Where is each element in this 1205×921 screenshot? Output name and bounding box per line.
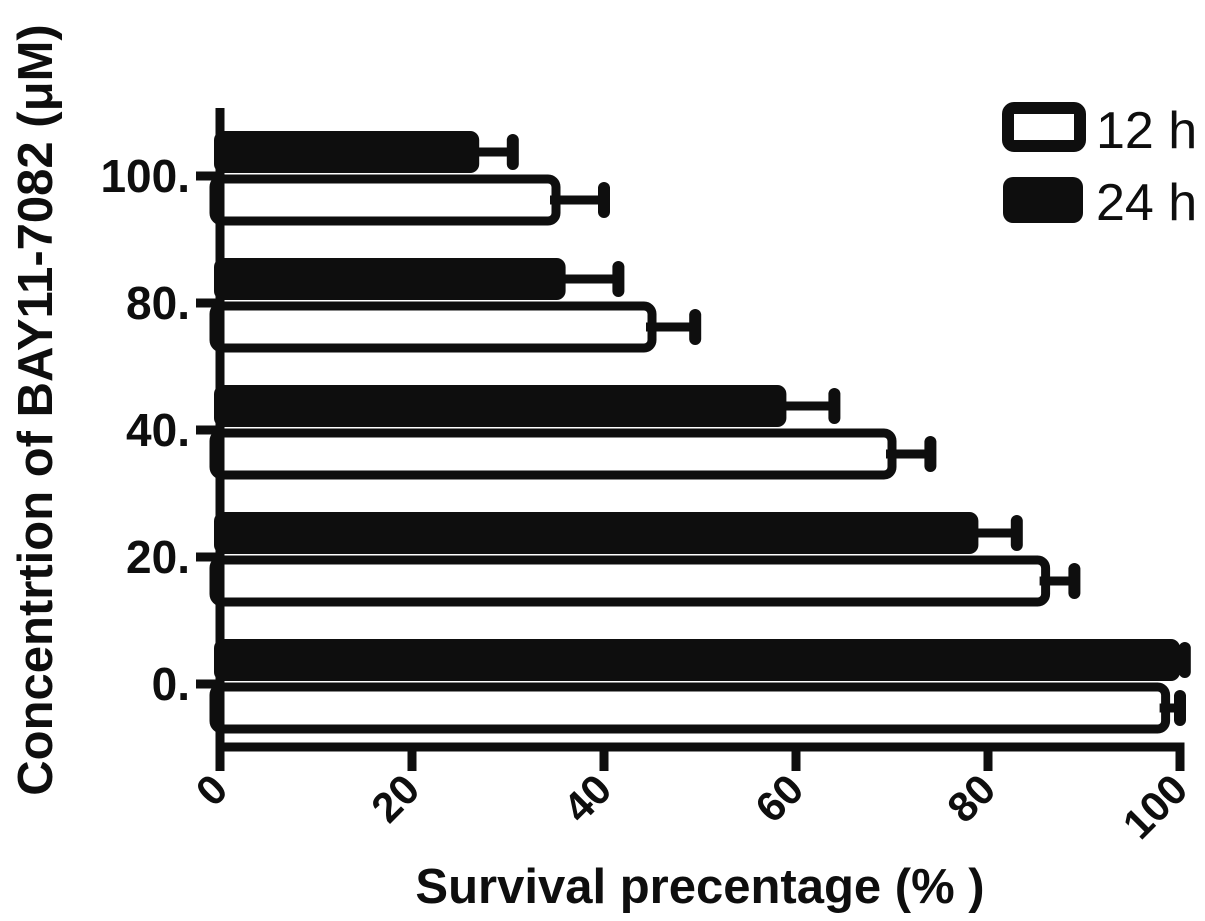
x-tick-label-0: 0 [187,765,237,815]
bar-12h-20 [209,555,1051,607]
legend: 12 h 24 h [1002,102,1197,232]
y-tick-label-80: 80. [126,277,190,329]
legend-swatch-open-icon [1002,102,1086,152]
legend-entry-24h: 24 h [1003,174,1197,232]
legend-entry-12h: 12 h [1002,102,1197,160]
bar-24h-80 [214,258,566,300]
bar-12h-100 [209,174,561,226]
x-tick-label-40: 40 [554,765,620,831]
legend-label-12h: 12 h [1096,102,1197,160]
y-tick-label-20: 20. [126,531,190,583]
bar-24h-20 [214,512,979,554]
bars-layer [209,131,1191,734]
y-tick-label-100: 100. [100,150,190,202]
bar-24h-0 [214,639,1180,681]
bar-24h-40 [214,385,787,427]
legend-swatch-filled-icon [1003,177,1083,223]
x-tick-label-80: 80 [938,765,1004,831]
x-tick-label-60: 60 [746,765,812,831]
x-tick-label-100: 100 [1114,765,1197,848]
bar-12h-80 [209,301,657,353]
y-tick-label-0: 0. [152,658,190,710]
bar-12h-0 [209,682,1171,734]
legend-label-24h: 24 h [1096,174,1197,232]
bar-24h-100 [214,131,480,173]
y-axis-title: Concentrtion of BAY11-7082 (μM) [9,24,63,795]
bar-12h-40 [209,428,897,480]
y-tick-label-40: 40. [126,404,190,456]
x-tick-label-20: 20 [362,765,428,831]
x-axis-title: Survival precentage (% ) [415,860,984,914]
